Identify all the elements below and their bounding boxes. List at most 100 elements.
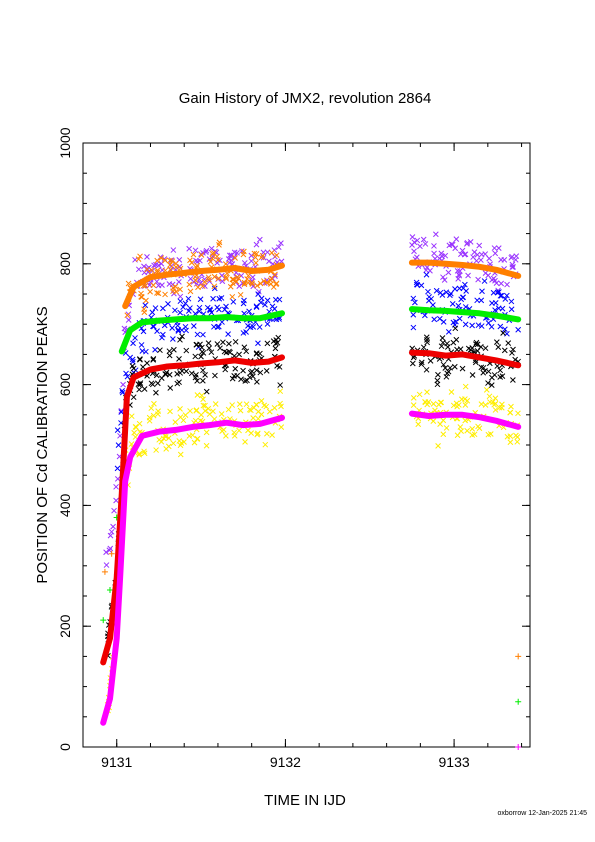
scatter-point <box>485 320 492 326</box>
scatter-point <box>197 341 203 348</box>
scatter-point <box>173 288 179 295</box>
scatter-point <box>170 247 177 253</box>
scatter-point <box>493 339 500 346</box>
scatter-point <box>211 416 218 422</box>
scatter-point <box>165 443 172 450</box>
scatter-point <box>431 250 437 257</box>
scatter-point <box>177 451 184 458</box>
scatter-point <box>478 344 484 350</box>
scatter-point <box>217 345 223 352</box>
scatter-point <box>504 281 510 288</box>
scatter-point <box>488 323 495 330</box>
scatter-point <box>238 376 244 383</box>
scatter-point <box>144 253 150 260</box>
scatter-point <box>218 411 225 417</box>
scatter-point <box>248 252 255 259</box>
scatter-point <box>170 440 177 447</box>
scatter-point <box>160 331 166 338</box>
scatter-point <box>458 428 464 435</box>
scatter-point <box>453 236 460 242</box>
scatter-point <box>214 253 220 260</box>
scatter-point <box>448 389 455 395</box>
scatter-point <box>232 255 238 261</box>
scatter-point <box>250 324 257 330</box>
scatter-point <box>445 368 452 375</box>
scatter-point <box>263 280 270 286</box>
scatter-point <box>196 304 203 311</box>
scatter-point <box>411 248 417 255</box>
scatter-point <box>234 249 240 256</box>
scatter-point <box>150 323 156 330</box>
scatter-point <box>148 267 155 273</box>
scatter-point <box>262 301 268 308</box>
scatter-point <box>179 333 185 340</box>
scatter-point <box>208 245 215 252</box>
scatter-point <box>437 289 444 296</box>
scatter-point <box>487 399 493 405</box>
scatter-point <box>253 260 259 266</box>
scatter-point <box>266 258 272 265</box>
x-tick-label: 9133 <box>439 754 470 770</box>
scatter-point <box>420 236 427 243</box>
scatter-point <box>497 323 504 330</box>
scatter-point <box>409 234 416 240</box>
scatter-point <box>162 371 169 377</box>
scatter-point <box>241 281 248 288</box>
scatter-point <box>455 302 462 309</box>
scatter-point <box>483 387 490 393</box>
scatter-point <box>437 421 443 427</box>
scatter-point <box>462 304 469 310</box>
scatter-point <box>188 259 195 266</box>
scatter-point <box>215 323 222 330</box>
scatter-point <box>486 255 493 262</box>
axis-ticks: 9131 9132 9133 0 200 400 600 800 1000 <box>57 127 530 770</box>
scatter-point <box>257 280 264 287</box>
scatter-point <box>498 280 505 287</box>
scatter-point <box>430 302 436 308</box>
chart-title: Gain History of JMX2, revolution 2864 <box>179 90 432 107</box>
scatter-point <box>500 330 506 336</box>
scatter-point <box>110 523 116 530</box>
scatter-point <box>191 439 198 446</box>
scatter-point <box>107 545 114 552</box>
scatter-point <box>193 407 200 414</box>
scatter-point <box>162 291 168 298</box>
series-8 <box>100 514 522 705</box>
scatter-point <box>211 285 218 292</box>
scatter-point <box>496 404 503 411</box>
y-axis-label: POSITION OF Cd CALIBRATION PEAKS <box>34 306 51 583</box>
scatter-point <box>154 328 160 334</box>
scatter-point <box>261 402 268 409</box>
scatter-point <box>188 370 195 377</box>
scatter-point <box>232 338 239 345</box>
series-6 <box>122 259 522 310</box>
scatter-point <box>167 262 173 268</box>
x-axis-label: TIME IN IJD <box>264 792 346 809</box>
scatter-point <box>125 280 132 287</box>
scatter-point <box>232 365 239 372</box>
scatter-point <box>209 250 216 257</box>
scatter-point <box>209 255 216 262</box>
scatter-point <box>207 258 214 265</box>
scatter-point <box>198 344 205 351</box>
scatter-point <box>270 284 277 290</box>
plot-frame <box>82 142 531 748</box>
scatter-point <box>476 425 483 432</box>
scatter-point <box>149 309 156 316</box>
scatter-point <box>478 251 485 258</box>
scatter-point <box>478 297 485 304</box>
scatter-point <box>515 410 521 417</box>
scatter-point <box>212 372 218 379</box>
scatter-point <box>454 346 460 353</box>
scatter-point <box>456 272 463 279</box>
scatter-point <box>427 357 434 364</box>
scatter-point <box>241 344 248 351</box>
scatter-point <box>160 305 166 312</box>
scatter-point <box>498 256 504 263</box>
scatter-point <box>226 340 232 347</box>
scatter-point <box>274 339 281 346</box>
scatter-point <box>255 415 262 422</box>
scatter-point <box>503 292 510 299</box>
scatter-point <box>409 242 415 248</box>
